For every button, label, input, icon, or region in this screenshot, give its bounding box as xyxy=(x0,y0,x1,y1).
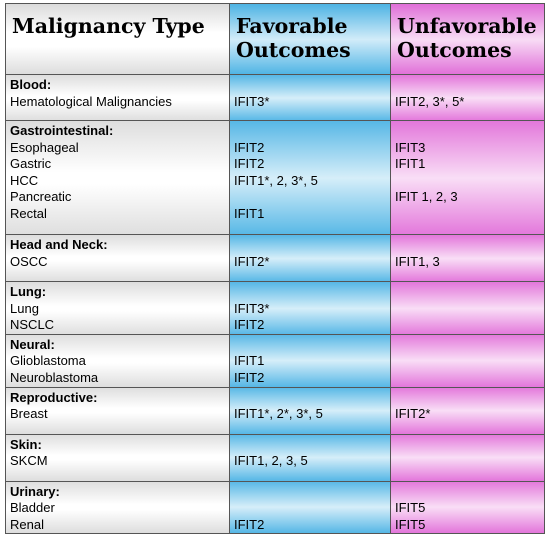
category-label: Neural: xyxy=(10,336,55,352)
favorable-ifit-value: IFIT2 xyxy=(234,516,265,532)
category-label: Gastrointestinal: xyxy=(10,123,114,138)
favorable-outcomes-cell: IFIT1*, 2*, 3*, 5 xyxy=(229,386,391,435)
group-row: Skin: SKCM IFIT1, 2, 3, 5 xyxy=(5,433,545,482)
favorable-ifit-value: IFIT1 xyxy=(234,205,265,221)
unfavorable-outcomes-cell: IFIT2* xyxy=(390,386,545,435)
favorable-ifit-value: IFIT1 xyxy=(234,353,265,369)
favorable-ifit-value xyxy=(234,189,386,206)
malignancy-name: Esophageal xyxy=(10,139,79,155)
header-malignancy-type: Malignancy Type xyxy=(5,3,230,75)
unfavorable-ifit-value: IFIT1 xyxy=(395,156,426,172)
favorable-ifit-value: IFIT3* xyxy=(234,300,270,316)
favorable-ifit-value: IFIT1, 2, 3, 5 xyxy=(234,453,308,469)
malignancy-name: Breast xyxy=(10,406,48,422)
unfavorable-ifit-value: IFIT1, 3 xyxy=(395,253,440,269)
unfavorable-outcomes-cell: IFIT3 IFIT1 IFIT 1, 2, 3 xyxy=(390,120,545,235)
favorable-outcomes-cell: IFIT1, 2, 3, 5 xyxy=(229,433,391,482)
unfavorable-ifit-value xyxy=(395,353,540,370)
unfavorable-outcomes-cell: IFIT5 IFIT5 xyxy=(390,480,545,534)
group-row: Head and Neck: OSCC IFIT2* IFIT1, 3 xyxy=(5,234,545,282)
favorable-outcomes-cell: IFIT3* xyxy=(229,74,391,121)
favorable-ifit-value xyxy=(234,500,386,517)
malignancy-type-cell: Lung: Lung NSCLC xyxy=(5,281,230,335)
category-label: Blood: xyxy=(10,77,52,92)
group-row: Blood: Hematological Malignancies IFIT3* … xyxy=(5,74,545,121)
favorable-ifit-value: IFIT1*, 2*, 3*, 5 xyxy=(234,406,323,422)
unfavorable-ifit-value: IFIT2, 3*, 5* xyxy=(395,93,465,109)
category-label: Head and Neck: xyxy=(10,237,108,252)
malignancy-name: Gastric xyxy=(10,156,52,172)
favorable-ifit-value: IFIT1*, 2, 3*, 5 xyxy=(234,172,318,188)
malignancy-outcomes-table: Malignancy Type Favorable Outcomes Unfav… xyxy=(5,3,545,534)
header-favorable-outcomes: Favorable Outcomes xyxy=(229,3,391,75)
malignancy-name: Lung xyxy=(10,300,39,316)
group-row: Lung: Lung NSCLC IFIT3* IFIT2 xyxy=(5,281,545,335)
group-row: Gastrointestinal: Esophageal Gastric HCC Pan… xyxy=(5,120,545,235)
group-row: Reproductive: Breast IFIT1*, 2*, 3*, 5 IF… xyxy=(5,386,545,435)
malignancy-name: Rectal xyxy=(10,205,47,221)
unfavorable-outcomes-cell xyxy=(390,281,545,335)
unfavorable-ifit-value xyxy=(395,317,540,334)
malignancy-name: Renal xyxy=(10,516,44,532)
malignancy-name: SKCM xyxy=(10,453,48,469)
unfavorable-ifit-value: IFIT3 xyxy=(395,139,426,155)
unfavorable-outcomes-cell xyxy=(390,433,545,482)
favorable-outcomes-cell: IFIT2* xyxy=(229,234,391,282)
unfavorable-ifit-value: IFIT2* xyxy=(395,406,431,422)
malignancy-name: Glioblastoma xyxy=(10,353,86,369)
category-label: Reproductive: xyxy=(10,389,98,405)
category-label: Lung: xyxy=(10,284,47,299)
favorable-outcomes-cell: IFIT2 xyxy=(229,480,391,534)
malignancy-name: OSCC xyxy=(10,253,48,269)
group-row: Neural: Glioblastoma Neuroblastoma IFIT1 IF… xyxy=(5,333,545,388)
favorable-outcomes-cell: IFIT2 IFIT2 IFIT1*, 2, 3*, 5 IFIT1 xyxy=(229,120,391,235)
category-label: Skin: xyxy=(10,436,42,452)
group-row: Urinary: Bladder Renal IFIT2 IFIT5 IFIT5 xyxy=(5,480,545,534)
unfavorable-outcomes-cell: IFIT1, 3 xyxy=(390,234,545,282)
unfavorable-ifit-value: IFIT5 xyxy=(395,516,426,532)
unfavorable-ifit-value xyxy=(395,453,540,470)
unfavorable-outcomes-cell xyxy=(390,333,545,388)
malignancy-type-cell: Gastrointestinal: Esophageal Gastric HCC Pan… xyxy=(5,120,230,235)
unfavorable-ifit-value: IFIT 1, 2, 3 xyxy=(395,189,458,205)
malignancy-name: HCC xyxy=(10,172,39,188)
unfavorable-ifit-value: IFIT5 xyxy=(395,500,426,516)
category-label: Urinary: xyxy=(10,483,60,499)
favorable-ifit-value: IFIT2 xyxy=(234,156,265,172)
malignancy-name: Hematological Malignancies xyxy=(10,93,172,109)
favorable-outcomes-cell: IFIT1 IFIT2 xyxy=(229,333,391,388)
unfavorable-outcomes-cell: IFIT2, 3*, 5* xyxy=(390,74,545,121)
unfavorable-ifit-value xyxy=(395,301,540,318)
malignancy-name: Neuroblastoma xyxy=(10,369,99,385)
malignancy-type-cell: Reproductive: Breast xyxy=(5,386,230,435)
header-row: Malignancy Type Favorable Outcomes Unfav… xyxy=(5,3,545,75)
unfavorable-ifit-value xyxy=(395,370,540,387)
table-body: Blood: Hematological Malignancies IFIT3* … xyxy=(5,74,545,534)
malignancy-type-cell: Neural: Glioblastoma Neuroblastoma xyxy=(5,333,230,388)
malignancy-name: NSCLC xyxy=(10,317,55,333)
favorable-outcomes-cell: IFIT3* IFIT2 xyxy=(229,281,391,335)
favorable-ifit-value: IFIT2* xyxy=(234,253,270,269)
malignancy-type-cell: Skin: SKCM xyxy=(5,433,230,482)
malignancy-type-cell: Blood: Hematological Malignancies xyxy=(5,74,230,121)
favorable-ifit-value: IFIT2 xyxy=(234,369,265,385)
malignancy-name: Pancreatic xyxy=(10,189,72,205)
header-unfavorable-outcomes: Unfavorable Outcomes xyxy=(390,3,545,75)
favorable-ifit-value: IFIT3* xyxy=(234,93,270,109)
malignancy-type-cell: Head and Neck: OSCC xyxy=(5,234,230,282)
favorable-ifit-value: IFIT2 xyxy=(234,317,265,333)
malignancy-name: Bladder xyxy=(10,500,55,516)
unfavorable-ifit-value xyxy=(395,173,540,190)
unfavorable-ifit-value xyxy=(395,206,540,223)
malignancy-type-cell: Urinary: Bladder Renal xyxy=(5,480,230,534)
favorable-ifit-value: IFIT2 xyxy=(234,139,265,155)
